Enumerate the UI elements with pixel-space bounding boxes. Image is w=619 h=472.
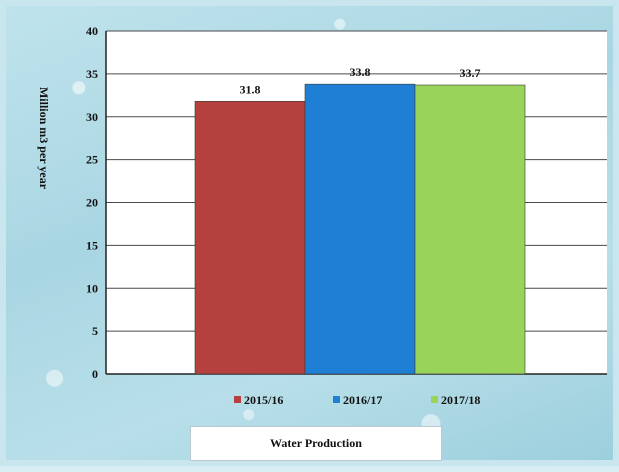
data-label: 31.8 bbox=[240, 82, 261, 96]
legend: 2015/16 2016/17 2017/18 bbox=[234, 393, 480, 407]
bar-2016-17 bbox=[304, 83, 416, 375]
y-axis-label: Million m3 per year bbox=[37, 87, 51, 190]
bar-2017-18 bbox=[414, 84, 526, 375]
legend-swatch bbox=[234, 396, 241, 403]
bar-2015-16 bbox=[194, 101, 306, 375]
y-tick-label: 35 bbox=[86, 67, 98, 81]
y-tick-label: 5 bbox=[92, 324, 98, 338]
legend-label: 2017/18 bbox=[441, 393, 480, 407]
legend-swatch bbox=[333, 396, 340, 403]
y-tick-label: 15 bbox=[86, 238, 98, 252]
chart-caption: Water Production bbox=[190, 426, 442, 461]
y-tick-label: 25 bbox=[86, 153, 98, 167]
y-tick-label: 10 bbox=[86, 281, 98, 295]
y-tick-label: 20 bbox=[86, 196, 98, 210]
data-label: 33.7 bbox=[460, 66, 481, 80]
plot-area: 0 5 10 15 20 25 30 35 40 31.8 33.8 33.7 bbox=[86, 24, 607, 381]
legend-swatch bbox=[431, 396, 438, 403]
y-tick-label: 0 bbox=[92, 367, 98, 381]
legend-label: 2016/17 bbox=[343, 393, 382, 407]
y-tick-label: 30 bbox=[86, 110, 98, 124]
bar-chart: 0 5 10 15 20 25 30 35 40 31.8 33.8 33.7 Million m3 … bbox=[37, 24, 607, 407]
data-label: 33.8 bbox=[350, 65, 371, 79]
y-tick-label: 40 bbox=[86, 24, 98, 38]
legend-label: 2015/16 bbox=[244, 393, 283, 407]
